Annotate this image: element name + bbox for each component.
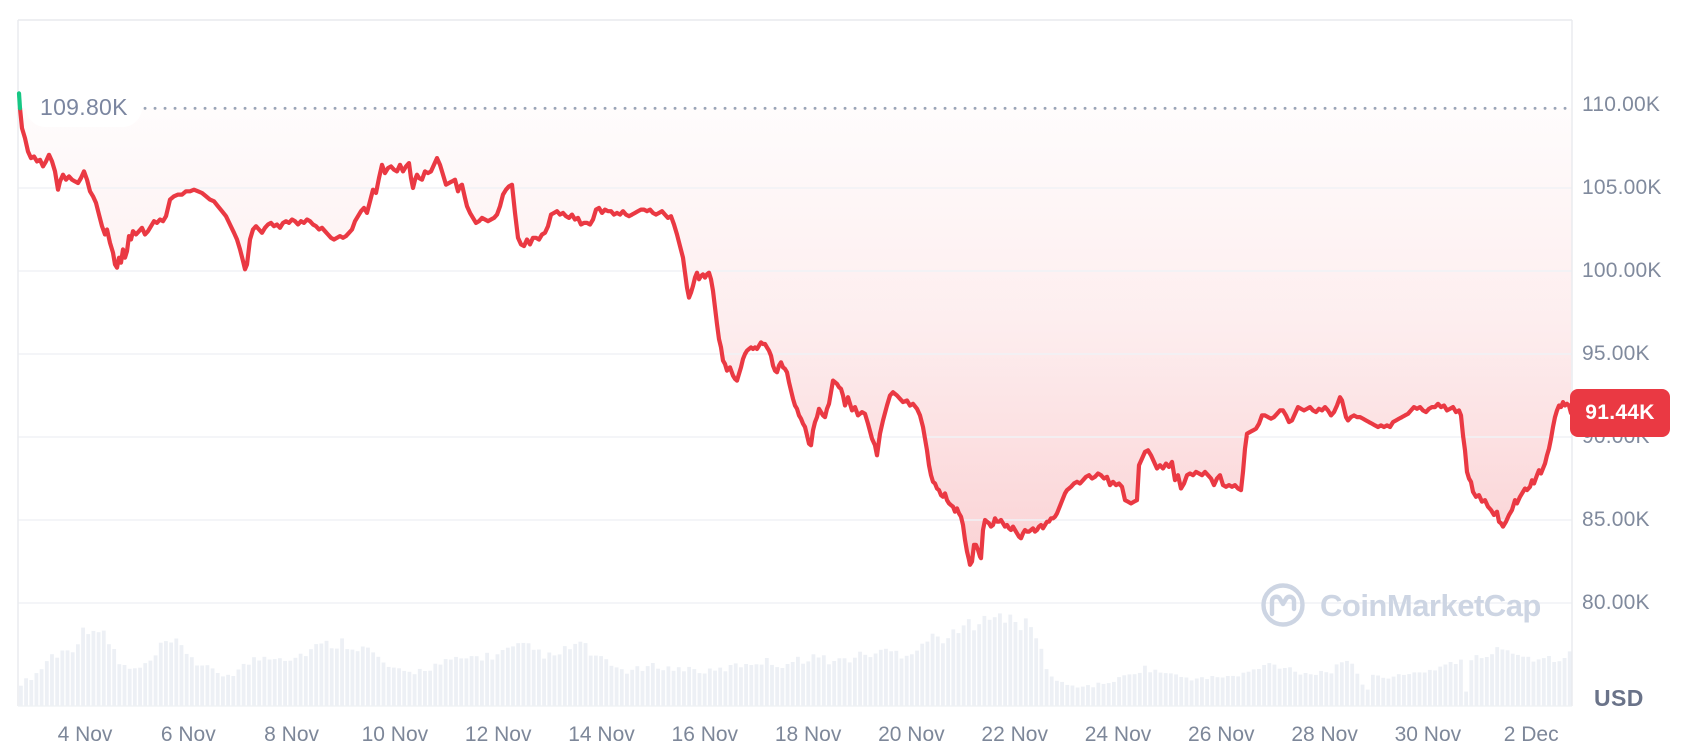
x-axis-label: 28 Nov	[1291, 723, 1358, 746]
plot-border	[17, 19, 1573, 707]
y-axis-label: 100.00K	[1582, 259, 1662, 282]
x-axis-label: 6 Nov	[160, 723, 216, 746]
x-axis-label: 30 Nov	[1394, 723, 1462, 746]
x-axis-label: 26 Nov	[1188, 723, 1255, 746]
y-axis-label: 80.00K	[1582, 591, 1650, 614]
x-axis-label: 8 Nov	[264, 723, 320, 746]
x-axis-label: 10 Nov	[361, 723, 429, 746]
price-line-green-start	[16, 91, 23, 111]
x-axis-label: 12 Nov	[464, 723, 532, 746]
x-axis-label: 22 Nov	[981, 723, 1048, 746]
reference-price-chip: 109.80K	[26, 88, 142, 127]
x-axis-label: 16 Nov	[671, 723, 739, 746]
coinmarketcap-logo-icon	[1261, 583, 1305, 627]
watermark-text: CoinMarketCap	[1320, 588, 1541, 623]
x-axis-label: 4 Nov	[57, 723, 113, 746]
gridlines	[18, 187, 1572, 604]
volume-bars	[19, 613, 1572, 706]
current-price-badge: 91.44K	[1570, 389, 1670, 437]
loss-area-fill	[19, 93, 1572, 565]
x-axis-label: 2 Dec	[1503, 723, 1559, 746]
coinmarketcap-m-icon	[1269, 594, 1297, 617]
y-axis-label: 110.00K	[1582, 93, 1661, 116]
x-axis-label: 20 Nov	[878, 723, 945, 746]
y-axis-label: 105.00K	[1582, 176, 1662, 199]
y-axis-label: 85.00K	[1582, 508, 1650, 531]
x-axis-label: 24 Nov	[1084, 723, 1152, 746]
currency-label: USD	[1594, 685, 1644, 711]
price-line	[17, 106, 1574, 567]
x-axis-label: 18 Nov	[774, 723, 842, 746]
y-axis-label: 95.00K	[1582, 342, 1650, 365]
x-axis-label: 14 Nov	[568, 723, 635, 746]
watermark: CoinMarketCap	[1261, 583, 1541, 627]
